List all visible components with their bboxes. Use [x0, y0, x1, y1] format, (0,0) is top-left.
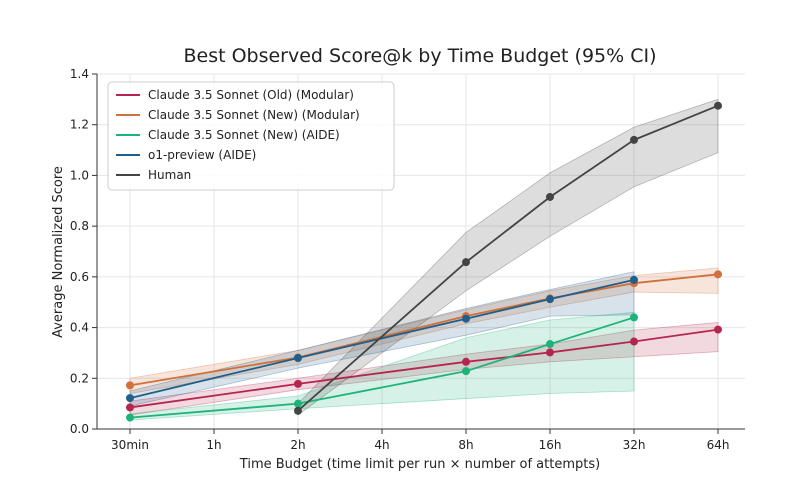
legend-label: Claude 3.5 Sonnet (New) (AIDE)	[148, 128, 340, 142]
data-point	[126, 413, 134, 422]
data-point	[714, 325, 722, 334]
data-point	[546, 340, 554, 349]
data-point	[294, 399, 302, 408]
series-points	[126, 101, 722, 422]
legend: Claude 3.5 Sonnet (Old) (Modular) Claude …	[107, 81, 395, 191]
y-tick-label: 0.4	[70, 321, 89, 335]
data-point	[462, 367, 470, 376]
data-point	[630, 313, 638, 322]
data-point	[714, 270, 722, 279]
data-point	[294, 379, 302, 388]
y-tick-label: 0.8	[70, 219, 89, 233]
legend-label: Claude 3.5 Sonnet (Old) (Modular)	[148, 88, 354, 102]
legend-box	[107, 81, 395, 191]
data-point	[714, 101, 722, 110]
ci-band	[129, 311, 635, 421]
y-tick-label: 1.0	[70, 168, 89, 182]
data-point	[126, 381, 134, 390]
y-tick-label: 0.6	[70, 270, 89, 284]
y-tick-label: 1.2	[70, 118, 89, 132]
x-tick-label: 8h	[458, 438, 473, 452]
data-point	[546, 295, 554, 304]
data-point	[126, 403, 134, 412]
y-axis-label: Average Normalized Score	[51, 166, 66, 338]
legend-label: Human	[148, 168, 191, 182]
x-tick-label: 2h	[290, 438, 305, 452]
legend-label: Claude 3.5 Sonnet (New) (Modular)	[148, 108, 360, 122]
data-point	[126, 394, 134, 403]
legend-label: o1-preview (AIDE)	[148, 148, 256, 162]
axes: 0.0 0.2 0.4 0.6 0.8 1.0 1.2 1.4 30min 1h 2h 4h 8h 16h…	[70, 67, 745, 452]
y-tick-label: 1.4	[70, 67, 89, 81]
y-tick-label: 0.2	[70, 371, 89, 385]
x-tick-label: 1h	[206, 438, 221, 452]
data-point	[546, 192, 554, 201]
x-tick-label: 64h	[707, 438, 730, 452]
ci-band	[129, 322, 719, 416]
data-point	[546, 348, 554, 357]
x-tick-label: 4h	[374, 438, 389, 452]
x-axis-label: Time Budget (time limit per run × number…	[239, 457, 600, 472]
data-point	[630, 337, 638, 346]
data-point	[294, 406, 302, 415]
series-line	[129, 273, 719, 387]
data-point	[462, 357, 470, 366]
x-tick-label: 30min	[111, 438, 149, 452]
x-tick-label: 32h	[623, 438, 646, 452]
data-point	[630, 135, 638, 144]
chart-title: Best Observed Score@k by Time Budget (95…	[183, 45, 656, 67]
data-point	[462, 314, 470, 323]
data-point	[630, 275, 638, 284]
x-tick-label: 16h	[539, 438, 562, 452]
y-tick-label: 0.0	[70, 422, 89, 436]
data-point	[294, 354, 302, 362]
data-point	[462, 258, 470, 267]
